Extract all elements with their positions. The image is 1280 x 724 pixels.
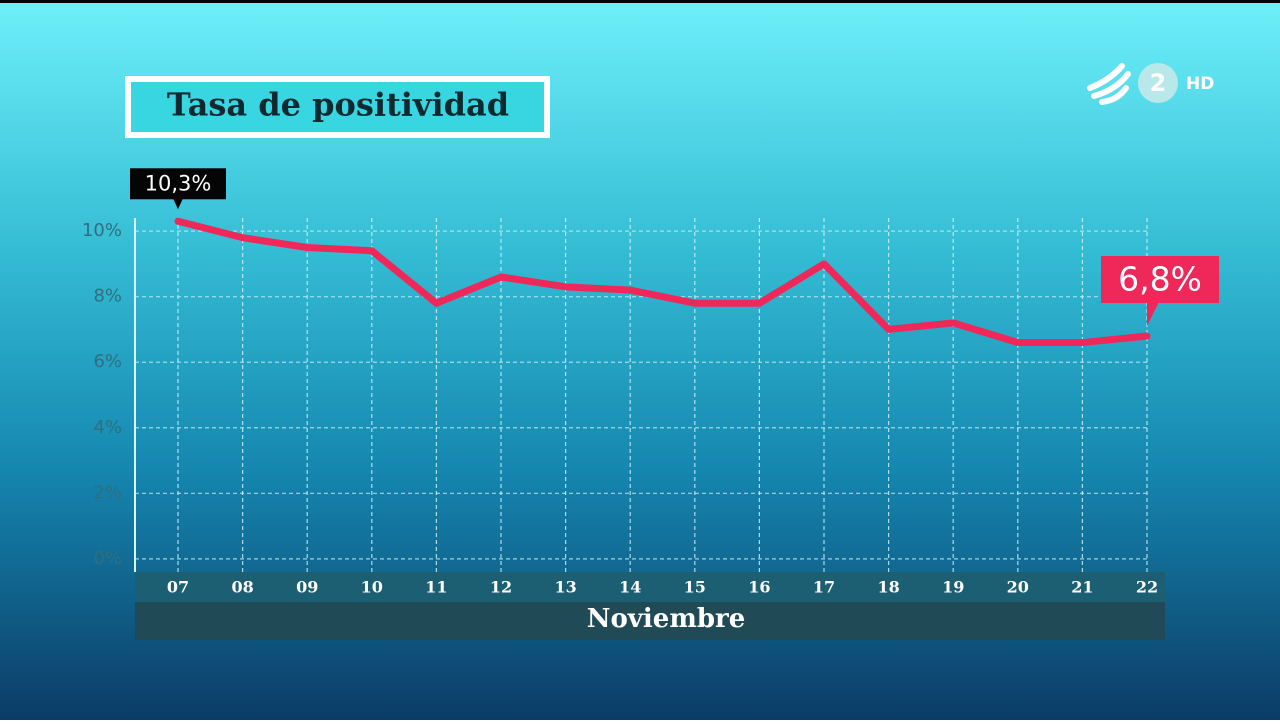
y-tick-label: 2% <box>93 482 122 503</box>
channel-number: 2 <box>1150 69 1167 97</box>
callout-box <box>130 168 226 200</box>
chart-title: Tasa de positividad <box>167 86 509 124</box>
logo-circle <box>1138 63 1178 103</box>
x-tick-label: 19 <box>942 578 964 597</box>
line <box>174 217 1151 347</box>
top-border <box>0 0 1280 3</box>
callout-pointer <box>173 198 183 210</box>
title-box <box>131 82 544 132</box>
y-tick-label: 4% <box>93 417 122 438</box>
logo: 2 HD <box>1087 63 1214 105</box>
x-label-band <box>135 602 1165 640</box>
x-tick-label: 22 <box>1136 578 1158 597</box>
x-tick-label: 09 <box>296 578 318 597</box>
x-axis-band <box>135 572 1165 602</box>
value-label: 10,3% <box>145 171 212 195</box>
x-tick-label: 21 <box>1071 578 1093 597</box>
y-tick-label: 10% <box>82 220 122 241</box>
x-tick-label: 18 <box>877 578 899 597</box>
value-callout: 10,3% <box>130 168 226 210</box>
y-tick-label: 8% <box>93 286 122 307</box>
logo-mark <box>1087 63 1131 105</box>
x-tick-label: 17 <box>813 578 835 597</box>
x-tick-label: 15 <box>684 578 706 597</box>
callout-box <box>1101 256 1219 303</box>
y-tick-label: 6% <box>93 351 122 372</box>
value-callout: 6,8% <box>1101 256 1219 326</box>
value-label: 6,8% <box>1118 260 1202 299</box>
x-tick-label: 12 <box>490 578 512 597</box>
x-axis-label: Noviembre <box>587 604 746 634</box>
channel-quality: HD <box>1186 74 1214 94</box>
x-tick-label: 14 <box>619 578 641 597</box>
x-tick-label: 11 <box>425 578 447 597</box>
callout-pointer <box>1147 302 1159 326</box>
x-tick-label: 13 <box>554 578 576 597</box>
x-tick-label: 08 <box>231 578 253 597</box>
x-tick-label: 20 <box>1007 578 1029 597</box>
x-tick-label: 07 <box>167 578 189 597</box>
x-tick-label: 10 <box>361 578 383 597</box>
x-tick-label: 16 <box>748 578 770 597</box>
y-tick-label: 0% <box>93 548 122 569</box>
